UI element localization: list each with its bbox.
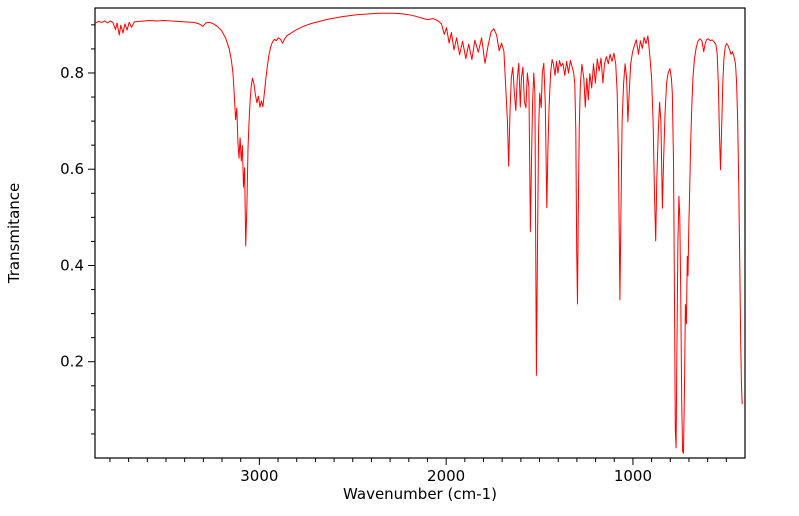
y-tick-label: 0.8 — [60, 64, 84, 82]
spectrum-line — [95, 12, 743, 454]
plot-area-frame — [94, 7, 746, 459]
x-axis-label: Wavenumber (cm-1) — [343, 485, 497, 503]
x-tick-label: 1000 — [614, 467, 652, 485]
x-tick-label: 2000 — [427, 467, 465, 485]
y-tick-label: 0.6 — [60, 160, 84, 178]
y-axis-ticks: 0.2 0.4 0.6 0.8 — [60, 24, 95, 435]
y-axis-label: Transmitance — [5, 183, 23, 284]
x-tick-label: 3000 — [240, 467, 278, 485]
y-tick-label: 0.2 — [60, 353, 84, 371]
x-axis-ticks: 3000 2000 1000 — [109, 458, 727, 485]
y-tick-label: 0.4 — [60, 256, 84, 274]
